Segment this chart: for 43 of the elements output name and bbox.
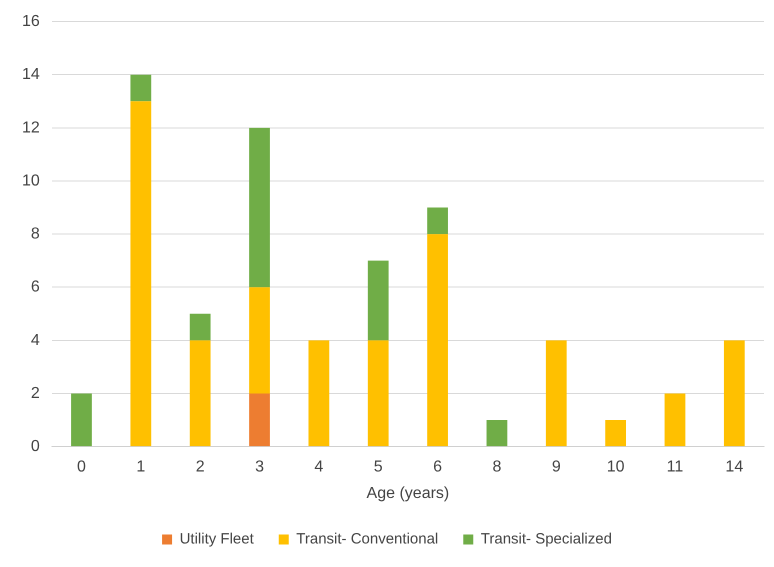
x-tick-label: 14 [725, 458, 744, 476]
bar [308, 340, 330, 446]
bar [249, 393, 270, 446]
y-tick-label: 0 [30, 438, 40, 456]
bar [368, 260, 389, 340]
bar [368, 340, 389, 446]
bar [486, 420, 508, 446]
x-axis-title: Age (years) [366, 484, 450, 502]
bar [605, 420, 626, 446]
bar [249, 128, 270, 288]
legend-label: Utility Fleet [180, 530, 255, 548]
x-tick-label: 8 [492, 458, 502, 476]
bar [190, 340, 211, 446]
y-tick-label: 8 [30, 226, 40, 243]
x-tick-label: 11 [666, 458, 684, 476]
y-tick-label: 10 [22, 172, 40, 190]
y-tick-label: 6 [30, 278, 40, 296]
x-tick-label: 9 [552, 458, 561, 476]
y-tick-label: 14 [22, 66, 40, 84]
bar [546, 340, 567, 446]
bar [664, 393, 686, 446]
x-tick-label: 2 [196, 458, 205, 476]
legend-label: Transit- Conventional [296, 530, 438, 548]
bar [130, 101, 152, 446]
bar [130, 74, 152, 102]
bar [71, 393, 92, 446]
x-tick-label: 3 [255, 458, 264, 476]
bar [427, 208, 448, 234]
x-tick-label: 4 [314, 458, 324, 476]
y-tick-label: 16 [22, 13, 40, 30]
legend-label: Transit- Specialized [480, 530, 612, 548]
x-tick-label: 5 [374, 458, 383, 476]
x-tick-label: 1 [136, 458, 146, 476]
x-tick-label: 6 [433, 458, 442, 476]
bar [427, 234, 448, 446]
y-tick-label: 4 [30, 332, 40, 349]
x-tick-label: 10 [606, 458, 625, 476]
y-tick-label: 2 [30, 384, 40, 402]
y-tick-label: 12 [22, 119, 40, 136]
bar [190, 314, 211, 340]
bar [724, 340, 745, 446]
bar [249, 287, 270, 394]
x-tick-label: 0 [77, 458, 86, 476]
